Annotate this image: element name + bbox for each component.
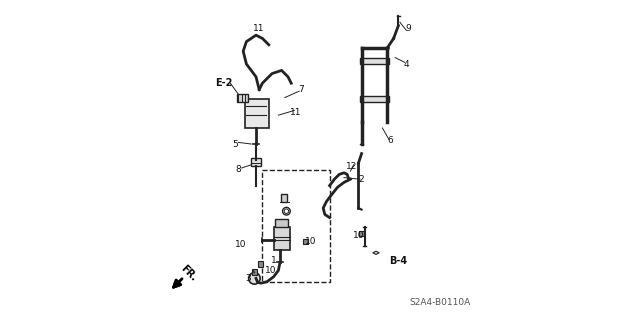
Bar <box>252 269 257 275</box>
Text: 1: 1 <box>271 256 276 265</box>
Bar <box>359 231 364 236</box>
Bar <box>245 99 269 128</box>
Bar <box>262 170 330 282</box>
Text: FR.: FR. <box>179 264 198 284</box>
Text: 10: 10 <box>305 237 316 246</box>
Text: B-4: B-4 <box>389 256 408 266</box>
Text: 8: 8 <box>236 165 241 174</box>
Bar <box>259 261 264 267</box>
Bar <box>251 158 261 166</box>
Text: 10: 10 <box>235 240 246 249</box>
Bar <box>275 219 288 227</box>
Text: 5: 5 <box>232 140 238 148</box>
Text: S2A4-B0110A: S2A4-B0110A <box>409 298 470 307</box>
Text: 10: 10 <box>353 231 364 240</box>
Bar <box>237 94 248 102</box>
Text: 7: 7 <box>298 85 303 94</box>
Text: 3: 3 <box>245 274 250 283</box>
Circle shape <box>248 273 260 284</box>
Text: 12: 12 <box>346 162 358 171</box>
Text: 6: 6 <box>388 136 393 145</box>
Text: 11: 11 <box>253 24 265 33</box>
Bar <box>281 194 287 202</box>
Bar <box>360 58 389 64</box>
Bar <box>360 96 389 102</box>
Text: 11: 11 <box>291 108 301 116</box>
Text: 10: 10 <box>265 266 276 275</box>
Bar <box>303 239 308 244</box>
Text: 9: 9 <box>405 24 411 33</box>
Bar <box>274 227 290 250</box>
Text: E-2: E-2 <box>215 78 233 88</box>
Text: 4: 4 <box>404 60 409 68</box>
Text: 2: 2 <box>359 175 364 184</box>
Polygon shape <box>372 251 380 254</box>
